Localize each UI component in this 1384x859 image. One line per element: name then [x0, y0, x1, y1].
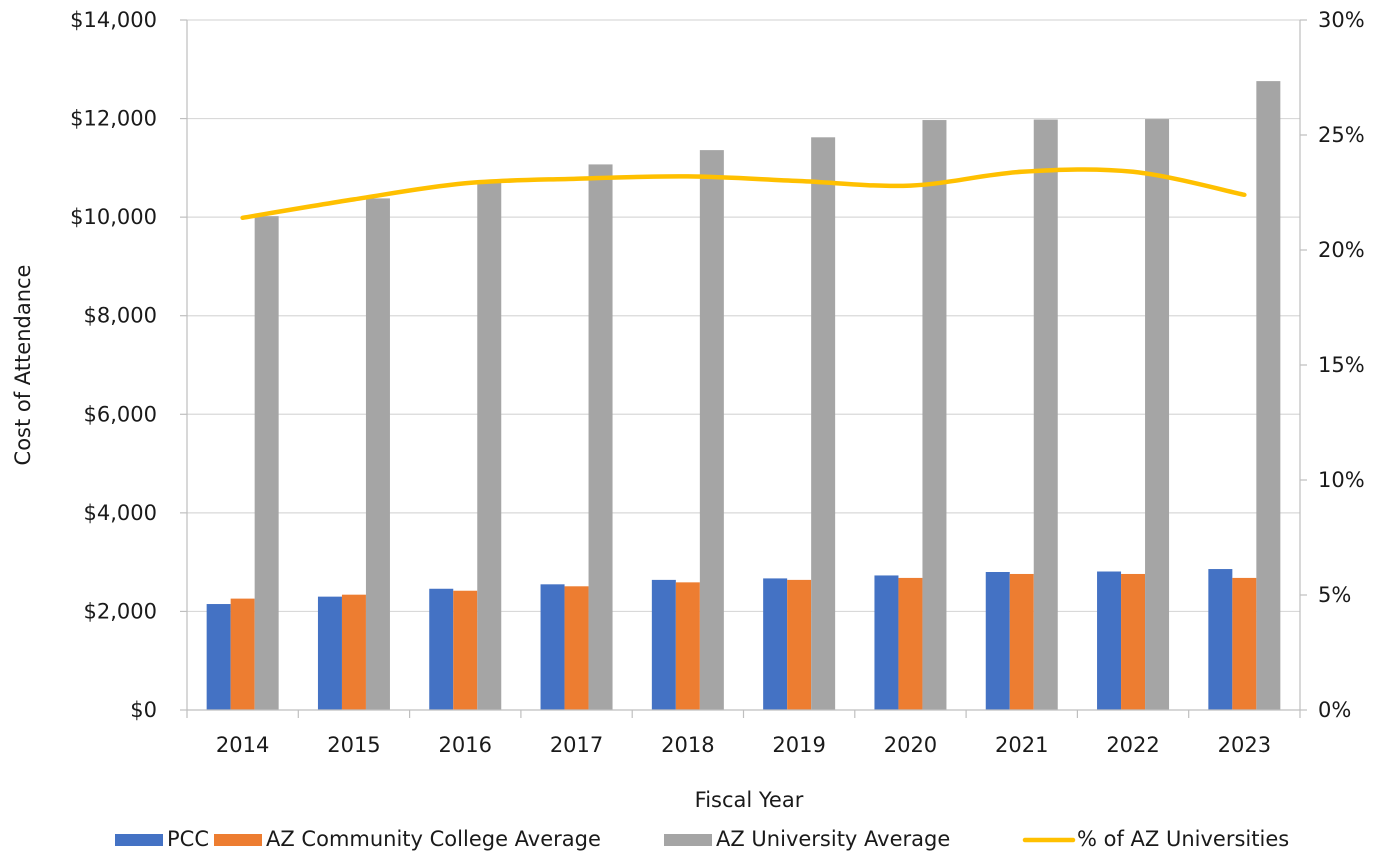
bar-pcc — [1097, 571, 1122, 710]
legend-swatch-az-university-average — [664, 834, 712, 846]
bar-az-university-average — [254, 216, 279, 710]
left-y-tick-label: $14,000 — [70, 8, 157, 32]
x-tick-label: 2019 — [772, 733, 825, 757]
legend-swatch-az-community-college-average — [214, 834, 262, 846]
bar-az-university-average — [811, 137, 836, 711]
x-tick-label: 2020 — [884, 733, 937, 757]
right-y-tick-label: 15% — [1318, 353, 1365, 377]
x-tick-label: 2022 — [1106, 733, 1159, 757]
gridlines — [187, 19, 1300, 613]
bar-pcc — [651, 579, 676, 710]
bar-az-community-college-average — [675, 582, 700, 710]
bar-az-community-college-average — [1121, 573, 1146, 710]
bar-pcc — [1208, 569, 1233, 710]
left-y-tick-label: $0 — [130, 698, 157, 722]
bar-pcc — [985, 572, 1010, 710]
bar-az-community-college-average — [453, 590, 478, 710]
legend-label--of-az-universities: % of AZ Universities — [1077, 827, 1289, 851]
bar-az-university-average — [922, 120, 947, 711]
bar-az-university-average — [477, 181, 502, 710]
bar-az-community-college-average — [564, 586, 589, 710]
left-y-tick-label: $6,000 — [84, 402, 157, 426]
right-y-tick-label: 25% — [1318, 123, 1365, 147]
bar-pcc — [540, 584, 565, 710]
bar-az-community-college-average — [341, 594, 366, 710]
legend-label-az-university-average: AZ University Average — [716, 827, 950, 851]
bar-az-community-college-average — [787, 579, 812, 710]
right-y-tick-label: 5% — [1318, 583, 1351, 607]
bar-az-community-college-average — [898, 577, 923, 710]
left-y-axis-ticks: $0 $2,000 $4,000 $6,000 $8,000 $10,000 $12,000… — [70, 8, 157, 722]
line-series — [240, 167, 1247, 221]
left-y-tick-label: $2,000 — [84, 599, 157, 623]
legend: PCC AZ Community College Average AZ Univer… — [115, 827, 1289, 851]
x-tick-label: 2014 — [216, 733, 269, 757]
left-y-tick-label: $10,000 — [70, 205, 157, 229]
bar-az-community-college-average — [230, 598, 255, 710]
left-y-tick-label: $12,000 — [70, 107, 157, 131]
x-axis-ticks: 2014 2015 2016 2017 2018 2019 2020 2021 2022 2023 — [216, 733, 1271, 757]
right-y-axis-ticks: 0% 5% 10% 15% 20% 25% 30% — [1318, 8, 1365, 722]
right-y-tick-label: 30% — [1318, 8, 1365, 32]
x-tick-label: 2015 — [327, 733, 380, 757]
x-tick-label: 2021 — [995, 733, 1048, 757]
bar-pcc — [206, 604, 231, 710]
bar-az-university-average — [1145, 119, 1170, 711]
legend-label-az-community-college-average: AZ Community College Average — [266, 827, 601, 851]
right-y-tick-label: 0% — [1318, 698, 1351, 722]
bar-pcc — [317, 596, 342, 710]
bar-az-university-average — [699, 150, 724, 711]
line-pct-of-az-universities — [240, 167, 1247, 221]
bar-pcc — [429, 588, 454, 710]
x-tick-label: 2018 — [661, 733, 714, 757]
left-y-tick-label: $4,000 — [84, 501, 157, 525]
x-tick-label: 2017 — [550, 733, 603, 757]
legend-label-pcc: PCC — [167, 827, 209, 851]
right-y-tick-label: 10% — [1318, 468, 1365, 492]
x-tick-label: 2023 — [1218, 733, 1271, 757]
bar-pcc — [874, 575, 899, 710]
bar-az-community-college-average — [1009, 573, 1034, 710]
bar-az-university-average — [588, 164, 613, 710]
x-axis-title: Fiscal Year — [695, 788, 804, 812]
bar-pcc — [763, 578, 788, 710]
bar-az-university-average — [1033, 119, 1058, 711]
axes — [180, 19, 1307, 718]
bar-az-community-college-average — [1232, 577, 1257, 710]
bars — [206, 81, 1281, 711]
left-y-tick-label: $8,000 — [84, 304, 157, 328]
y-axis-title: Cost of Attendance — [11, 265, 35, 466]
x-tick-label: 2016 — [439, 733, 492, 757]
legend-swatch-pcc — [115, 834, 163, 846]
bar-az-university-average — [1256, 81, 1281, 711]
bar-az-university-average — [365, 198, 390, 710]
right-y-tick-label: 20% — [1318, 238, 1365, 262]
